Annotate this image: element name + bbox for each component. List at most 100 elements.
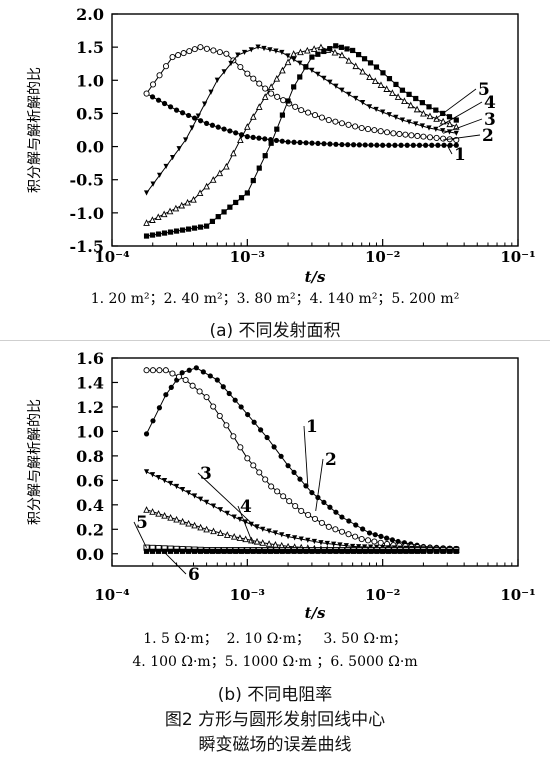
data-point-6 [191,548,198,554]
series-1 [143,90,459,148]
data-point-3 [353,95,359,102]
data-point-6 [409,548,415,554]
y-tick-label: 1.6 [76,349,104,368]
data-point-4 [203,182,210,190]
data-point-5 [399,87,406,93]
data-point-5 [233,199,239,206]
data-point-4 [338,51,346,59]
data-point-4 [178,201,186,209]
data-point-5 [274,126,280,132]
data-point-4 [203,525,210,533]
data-point-5 [262,153,268,159]
data-point-6 [161,548,168,554]
data-point-3 [440,128,446,134]
series-label-leader [163,551,187,575]
data-point-5 [373,64,380,70]
y-tick-label: 0.5 [76,104,104,123]
series-line-2 [146,369,457,550]
data-point-6 [197,548,204,554]
data-point-3 [243,519,249,525]
data-point-3 [214,77,220,83]
subtitle-b: (b) 不同电阻率 [217,685,333,705]
data-point-4 [154,213,162,221]
data-point-5 [297,74,303,80]
data-point-1 [215,124,221,130]
data-point-6 [173,548,180,554]
data-point-1 [271,444,277,450]
data-point-1 [392,142,398,148]
data-point-1 [398,142,404,148]
data-point-1 [410,142,416,148]
data-point-4 [197,523,204,531]
data-point-1 [285,463,291,469]
data-point-1 [350,142,357,148]
data-point-3 [221,69,227,75]
data-point-1 [150,418,156,424]
data-point-1 [333,509,339,515]
data-point-5 [268,140,274,146]
data-point-2 [396,130,403,138]
data-point-6 [209,548,216,554]
data-point-3 [318,540,324,546]
data-point-2 [305,511,312,518]
data-point-3 [386,112,392,118]
data-point-6 [391,548,397,554]
data-point-1 [297,139,303,146]
data-point-3 [176,146,182,152]
data-point-4 [413,105,421,113]
data-point-3 [292,535,298,541]
data-point-3 [179,487,186,493]
data-point-6 [244,548,250,554]
data-point-6 [403,548,409,554]
data-point-3 [241,49,248,56]
data-point-1 [250,134,256,140]
data-point-3 [224,510,230,516]
data-point-2 [256,80,263,87]
data-point-1 [179,370,185,376]
data-point-4 [267,83,275,90]
data-point-3 [185,490,192,496]
data-point-5 [161,230,168,236]
data-point-2 [191,46,198,53]
x-tick-label: 10⁻³ [230,586,265,604]
x-axis-label: t/s [305,604,326,622]
data-point-2 [149,367,157,374]
data-point-4 [172,204,180,212]
data-point-2 [143,367,150,374]
data-point-6 [362,548,368,554]
data-point-2 [318,114,325,121]
data-point-2 [182,376,189,384]
data-point-4 [216,169,224,177]
data-point-4 [426,112,434,120]
legend-b-line1: 1. 5 Ω·m； 2. 10 Ω·m； 3. 50 Ω·m； [143,631,407,647]
data-point-3 [366,104,373,110]
data-point-5 [149,232,156,238]
data-point-6 [345,548,351,554]
data-point-3 [266,528,272,534]
x-axis-label: t/s [305,268,326,286]
data-point-3 [167,480,174,487]
data-point-6 [385,548,392,554]
data-point-2 [298,507,305,514]
data-point-4 [223,531,231,538]
data-point-6 [233,548,239,554]
data-point-1 [291,139,297,145]
series-3 [143,44,459,196]
legend-a: 1. 20 m²；2. 40 m²；3. 80 m²；4. 140 m²；5. … [90,291,460,307]
data-point-5 [291,84,297,90]
data-point-2 [149,81,157,88]
data-point-2 [364,537,372,544]
y-tick-label: 0.4 [76,496,104,515]
data-point-3 [208,89,214,95]
data-point-3 [305,537,311,543]
data-point-1 [221,126,227,132]
data-point-6 [321,548,327,554]
data-point-6 [339,548,345,554]
data-point-4 [259,539,267,546]
data-point-6 [238,548,245,554]
data-point-6 [221,548,227,554]
data-point-5 [203,223,210,229]
y-tick-label: 1.4 [76,373,104,392]
data-point-1 [220,384,226,390]
data-point-4 [160,210,168,218]
